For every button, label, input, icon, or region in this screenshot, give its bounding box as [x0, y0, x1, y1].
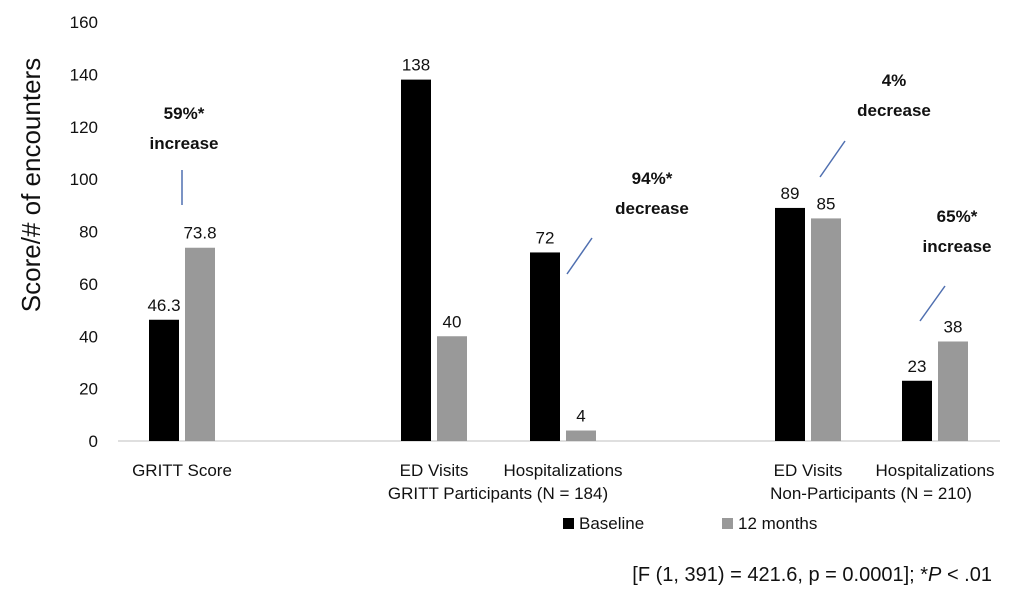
group-label: Non-Participants (N = 210)	[770, 484, 972, 503]
y-tick-label: 20	[79, 380, 98, 399]
annotation-text: decrease	[857, 101, 931, 120]
data-label: 23	[908, 357, 927, 376]
annotation-text: 94%*	[632, 169, 673, 188]
data-label: 73.8	[183, 224, 216, 243]
bar-12-months	[938, 341, 968, 441]
category-label: Hospitalizations	[875, 461, 994, 480]
annotation-text: 65%*	[937, 207, 978, 226]
y-axis-ticks: 0 20 40 60 80 100 120 140 160	[70, 13, 98, 451]
bar-12-months	[185, 247, 215, 441]
y-tick-label: 80	[79, 223, 98, 242]
y-tick-label: 160	[70, 13, 98, 32]
category-label: ED Visits	[400, 461, 469, 480]
group-label: GRITT Participants (N = 184)	[388, 484, 608, 503]
group-labels: GRITT Participants (N = 184) Non-Particip…	[388, 484, 972, 503]
legend-item: 12 months	[722, 514, 817, 533]
y-tick-label: 140	[70, 65, 98, 84]
change-annotation: 65%* increase	[919, 207, 992, 322]
bar-baseline	[902, 380, 932, 441]
data-label: 138	[402, 56, 430, 75]
bar-12-months	[437, 336, 467, 441]
annotation-text: increase	[150, 134, 219, 153]
data-label: 85	[817, 194, 836, 213]
annotation-connector	[919, 285, 946, 322]
legend-label: 12 months	[738, 514, 817, 533]
data-label: 46.3	[147, 296, 180, 315]
data-label: 38	[944, 317, 963, 336]
change-annotation: 59%* increase	[150, 104, 219, 205]
legend-swatch	[563, 518, 574, 529]
bar-baseline	[401, 79, 431, 442]
data-label: 4	[576, 407, 585, 426]
bar-baseline	[530, 252, 560, 441]
annotation-text: 4%	[882, 71, 907, 90]
bar-baseline	[149, 319, 179, 441]
legend: Baseline 12 months	[563, 514, 817, 533]
legend-swatch	[722, 518, 733, 529]
change-annotations: 59%* increase 94%* decrease 4% decrease 65%* in…	[150, 71, 992, 322]
category-labels: GRITT Score ED Visits Hospitalizations ED V…	[132, 461, 994, 480]
y-tick-label: 60	[79, 275, 98, 294]
annotation-text: decrease	[615, 199, 689, 218]
y-axis-title: Score/# of encounters	[16, 58, 46, 312]
annotation-connector	[819, 140, 846, 178]
footnote: [F (1, 391) = 421.6, p = 0.0001]; *P < .…	[632, 564, 992, 586]
change-annotation: 4% decrease	[819, 71, 931, 178]
annotation-text: increase	[923, 237, 992, 256]
legend-item: Baseline	[563, 514, 644, 533]
annotation-connector	[566, 237, 593, 275]
data-label: 89	[781, 184, 800, 203]
bar-baseline	[775, 207, 805, 441]
legend-label: Baseline	[579, 514, 644, 533]
bars	[149, 79, 968, 442]
y-tick-label: 100	[70, 170, 98, 189]
category-label: GRITT Score	[132, 461, 232, 480]
data-labels: 46.3 138 72 89 23 73.8 40 4 85 38	[147, 56, 962, 426]
bar-12-months	[811, 218, 841, 441]
bar-12-months	[566, 430, 596, 441]
change-annotation: 94%* decrease	[566, 169, 689, 275]
data-label: 40	[443, 312, 462, 331]
y-tick-label: 120	[70, 118, 98, 137]
y-tick-label: 0	[89, 432, 98, 451]
category-label: Hospitalizations	[503, 461, 622, 480]
y-tick-label: 40	[79, 327, 98, 346]
annotation-text: 59%*	[164, 104, 205, 123]
category-label: ED Visits	[774, 461, 843, 480]
data-label: 72	[536, 228, 555, 247]
